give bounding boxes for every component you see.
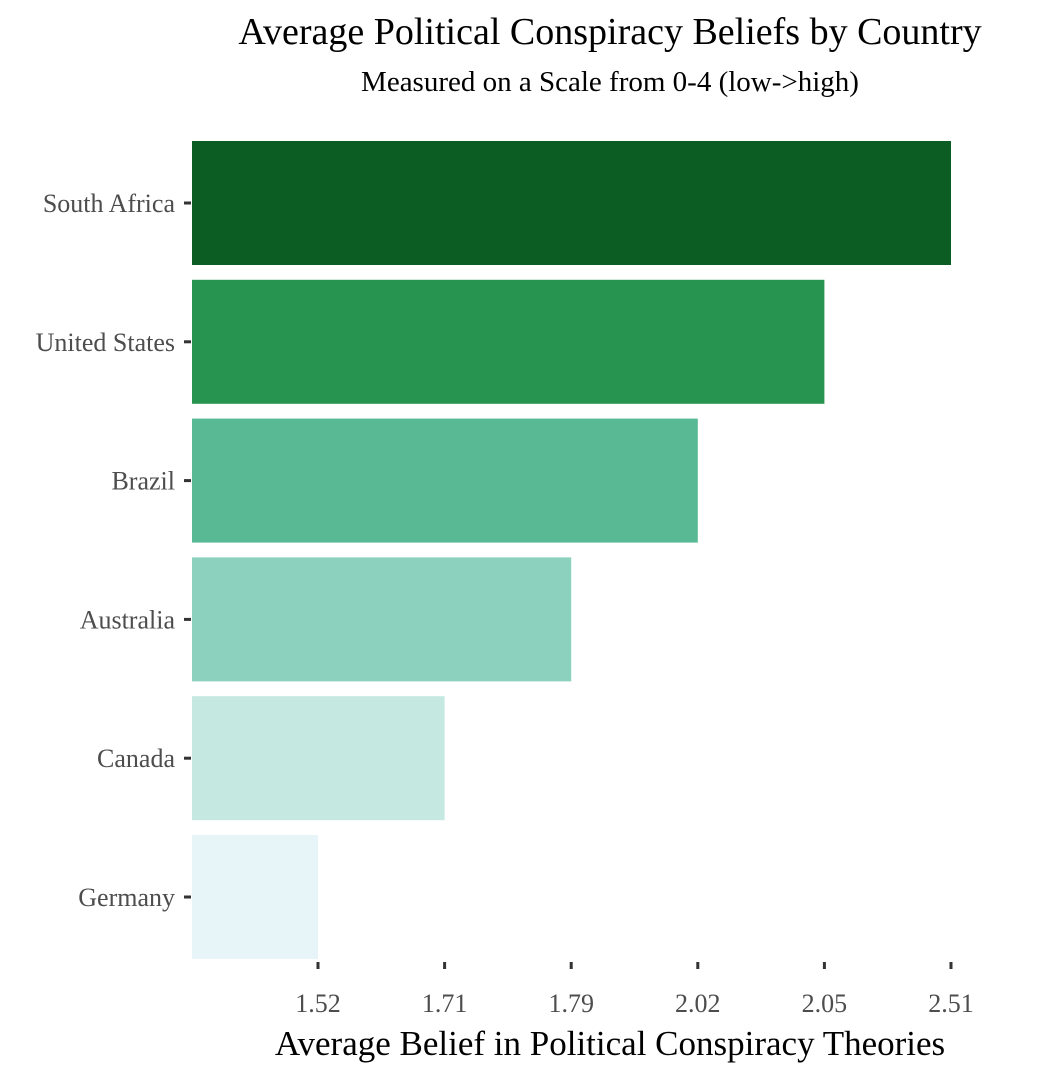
bar-canada	[192, 696, 445, 821]
y-tick-label: United States	[36, 328, 175, 357]
x-tick-label: 2.05	[802, 989, 848, 1018]
y-tick-label: Germany	[78, 883, 175, 912]
chart-subtitle: Measured on a Scale from 0-4 (low->high)	[361, 66, 859, 98]
bar-brazil	[192, 418, 698, 543]
x-tick-label: 2.51	[928, 989, 974, 1018]
x-tick-label: 1.71	[422, 989, 468, 1018]
bar-australia	[192, 557, 572, 682]
bar-germany	[192, 835, 318, 959]
chart-title: Average Political Conspiracy Beliefs by …	[238, 11, 982, 53]
y-tick-label: South Africa	[43, 189, 176, 218]
bar-south-africa	[192, 141, 951, 265]
y-tick-label: Australia	[80, 605, 176, 634]
y-tick-label: Canada	[97, 744, 175, 773]
x-tick-label: 1.52	[295, 989, 341, 1018]
x-tick-label: 1.79	[548, 989, 594, 1018]
y-tick-label: Brazil	[111, 467, 175, 496]
x-tick-label: 2.02	[675, 989, 721, 1018]
x-axis-label: Average Belief in Political Conspiracy T…	[274, 1024, 946, 1063]
bar-united-states	[192, 279, 825, 404]
